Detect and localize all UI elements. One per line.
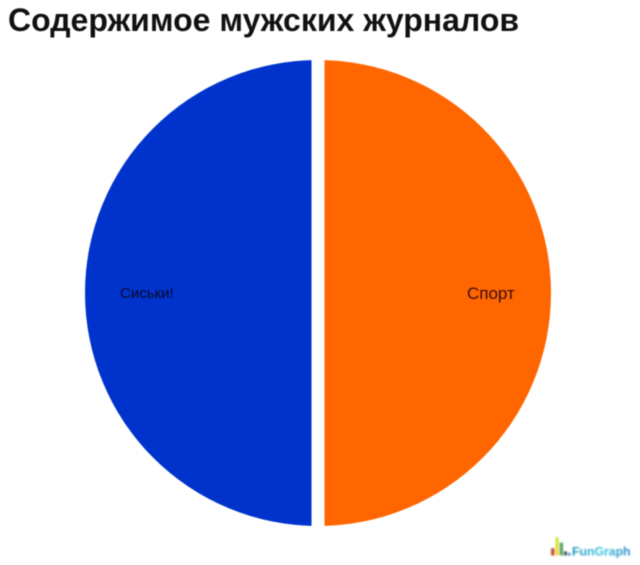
svg-text:FunGraph: FunGraph bbox=[572, 545, 631, 558]
